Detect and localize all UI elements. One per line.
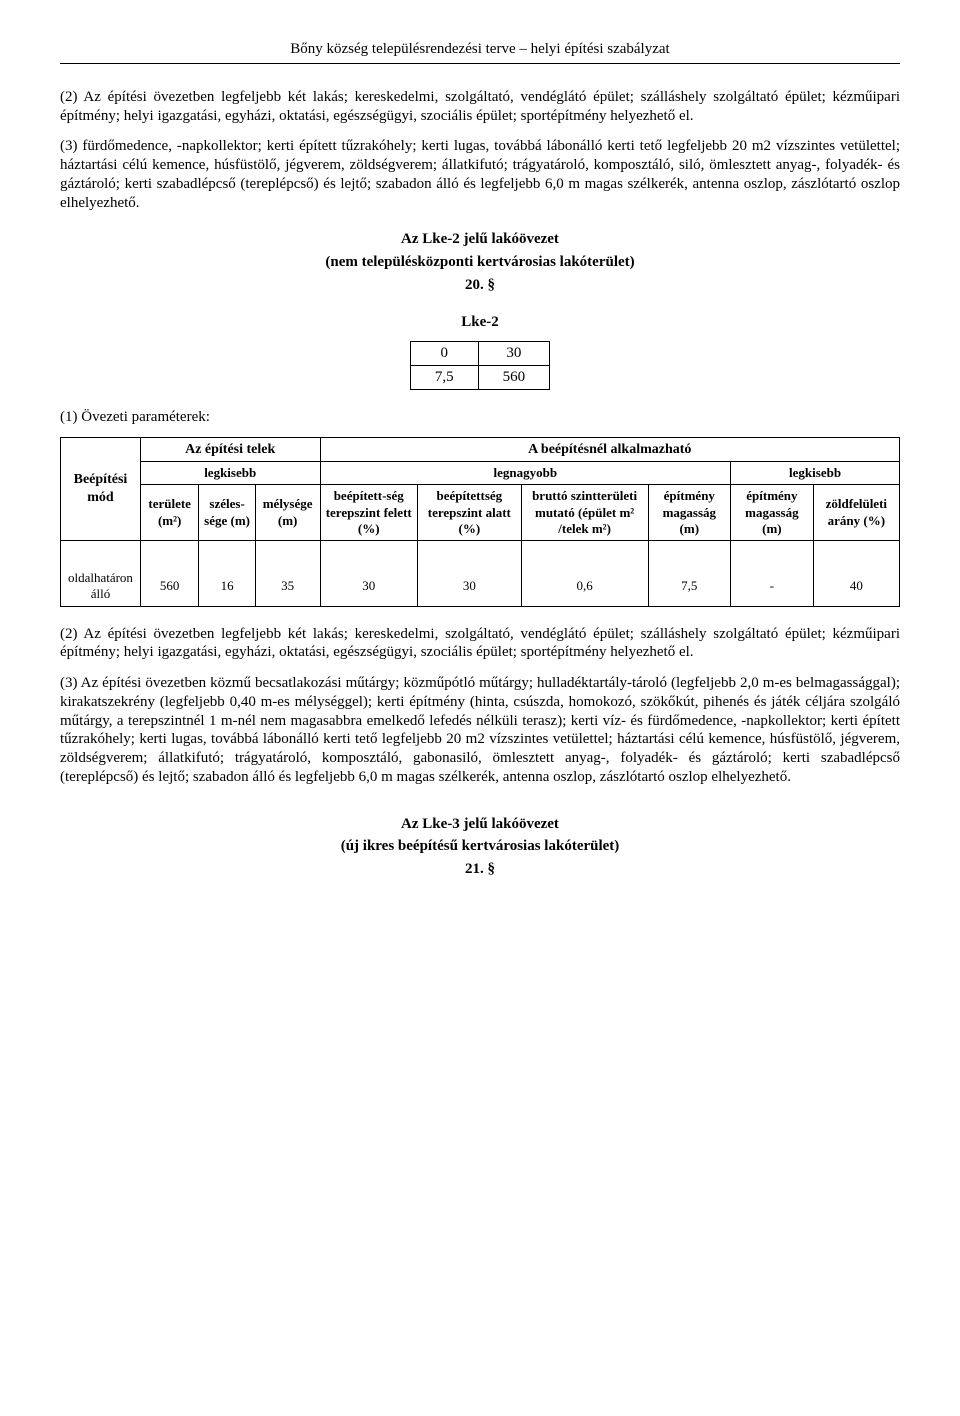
table-row: 7,5 560 [410,366,549,390]
cell [255,541,320,568]
cell-mag2: - [731,567,814,606]
paragraph-3b: (3) Az építési övezetben közmű becsatlak… [60,674,900,787]
col-brutto: bruttó szintterületi mutató (épület m² /… [521,485,648,541]
col-epmag2: építmény magasság (m) [731,485,814,541]
col-epmag1: építmény magasság (m) [648,485,731,541]
cell [813,541,899,568]
paragraph-3: (3) fürdőmedence, -napkollektor; kerti é… [60,137,900,212]
cell-mely: 35 [255,567,320,606]
table-row [61,541,900,568]
section-lke2-subtitle: (nem településközponti kertvárosias lakó… [60,253,900,272]
mini-cell: 0 [410,342,478,366]
col-legkisebb2: legkisebb [731,462,900,485]
mini-cell: 30 [478,342,550,366]
col-szelessege: széles-sége (m) [199,485,255,541]
header-rule [60,63,900,64]
cell-alatt: 30 [417,567,521,606]
section-lke3-title: Az Lke-3 jelű lakóövezet [60,815,900,834]
cell-szeles: 16 [199,567,255,606]
col-beepitesi-mod: Beépítési mód [61,437,141,541]
cell-zold: 40 [813,567,899,606]
col-terulete: területe (m²) [140,485,199,541]
cell-terulete: 560 [140,567,199,606]
cell [417,541,521,568]
table-row: Beépítési mód Az építési telek A beépíté… [61,437,900,462]
mini-cell: 7,5 [410,366,478,390]
col-legkisebb: legkisebb [140,462,320,485]
col-melysege: mélysége (m) [255,485,320,541]
section-lke3-subtitle: (új ikres beépítésű kertvárosias lakóter… [60,837,900,856]
paragraph-2b: (2) Az építési övezetben legfeljebb két … [60,625,900,663]
cell [199,541,255,568]
cell-mod: oldalhatáron álló [61,567,141,606]
col-legnagyobb: legnagyobb [320,462,731,485]
col-zold: zöldfelületi arány (%) [813,485,899,541]
col-beepitesnel: A beépítésnél alkalmazható [320,437,900,462]
table-row: 0 30 [410,342,549,366]
parameter-table: Beépítési mód Az építési telek A beépíté… [60,437,900,607]
cell-felett: 30 [320,567,417,606]
lke2-mini-table: 0 30 7,5 560 [410,341,550,390]
cell-mag1: 7,5 [648,567,731,606]
cell [731,541,814,568]
col-beep-alatt: beépítettség terepszint alatt (%) [417,485,521,541]
section-lke2-title: Az Lke-2 jelű lakóövezet [60,230,900,249]
section-lke2-number: 20. § [60,276,900,295]
cell [61,541,141,568]
cell [521,541,648,568]
col-beep-felett: beépített-ség terepszint felett (%) [320,485,417,541]
cell [140,541,199,568]
cell [320,541,417,568]
params-label: (1) Övezeti paraméterek: [60,408,900,427]
table-row: legkisebb legnagyobb legkisebb [61,462,900,485]
table-row: oldalhatáron álló 560 16 35 30 30 0,6 7,… [61,567,900,606]
col-epitesi-telek: Az építési telek [140,437,320,462]
section-lke3-number: 21. § [60,860,900,879]
mini-cell: 560 [478,366,550,390]
page-header: Bőny község településrendezési terve – h… [60,40,900,59]
paragraph-2: (2) Az építési övezetben legfeljebb két … [60,88,900,126]
cell-brutto: 0,6 [521,567,648,606]
table-row: területe (m²) széles-sége (m) mélysége (… [61,485,900,541]
cell [648,541,731,568]
lke2-label: Lke-2 [60,313,900,332]
